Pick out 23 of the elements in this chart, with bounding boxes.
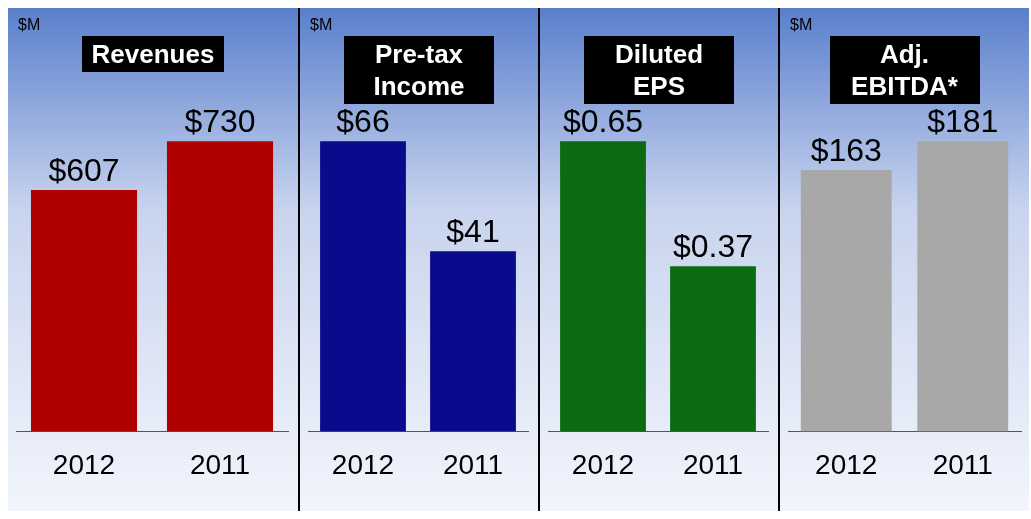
- x-tick-label: 2011: [442, 448, 504, 480]
- chart-title: Pre-tax Income: [344, 36, 494, 104]
- data-label: $181: [927, 103, 999, 140]
- x-tick-label: 2012: [571, 448, 635, 480]
- x-tick-label: 2011: [682, 448, 744, 480]
- chart-title: Revenues: [81, 36, 225, 72]
- data-label: $0.65: [562, 103, 644, 140]
- y-axis-title: $M: [310, 16, 333, 34]
- x-tick-label: 2012: [52, 448, 116, 480]
- data-label: $730: [184, 103, 256, 140]
- x-tick-label: 2012: [331, 448, 395, 480]
- x-tick-label: 2011: [189, 448, 251, 480]
- data-label: $66: [336, 103, 390, 140]
- chart-title: Adj. EBITDA*: [829, 36, 980, 104]
- data-label: $41: [446, 212, 500, 249]
- x-tick-label: 2011: [932, 448, 993, 480]
- data-label: $607: [48, 151, 120, 188]
- data-label: $163: [810, 131, 882, 168]
- chart-title: Diluted EPS: [584, 36, 734, 104]
- x-tick-label: 2012: [815, 448, 878, 480]
- y-axis-title: $M: [790, 16, 813, 34]
- y-axis-title: $M: [18, 16, 41, 34]
- data-label: $0.37: [672, 228, 754, 265]
